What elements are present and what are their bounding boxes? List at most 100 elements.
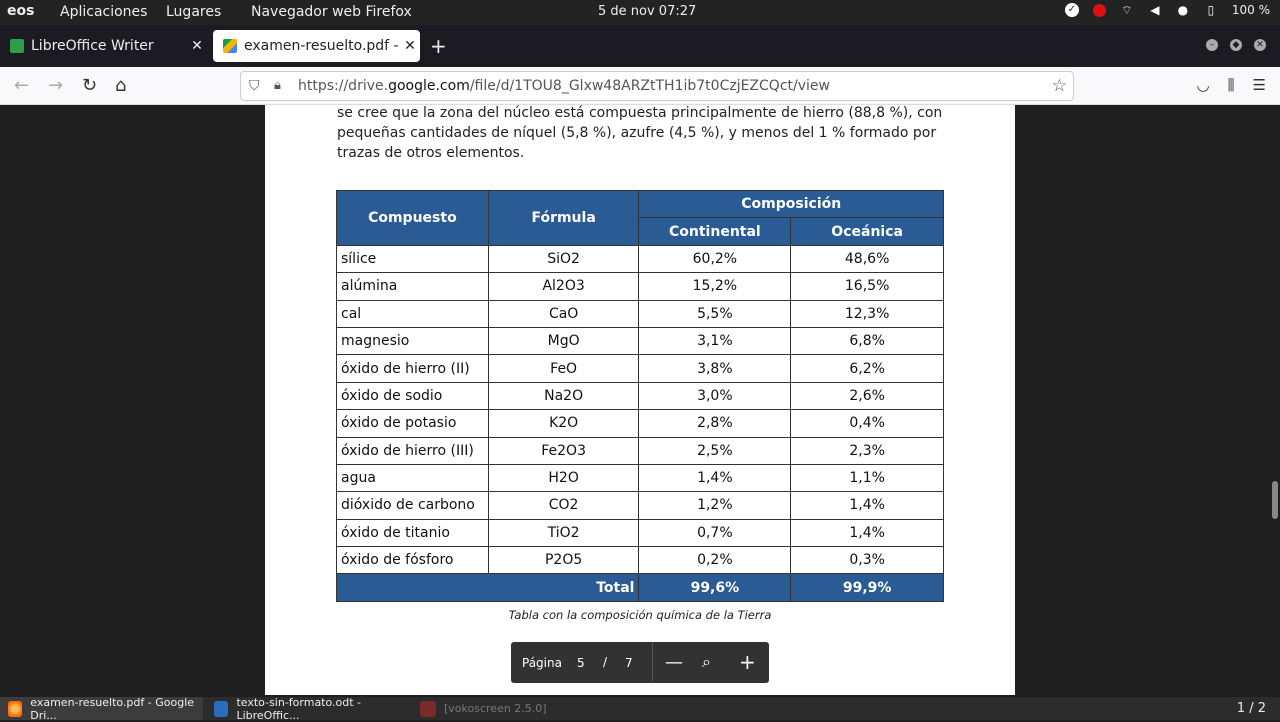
menu-firefox[interactable]: Navegador web Firefox <box>251 4 412 20</box>
wifi-icon[interactable]: ⌔ <box>1121 3 1133 17</box>
cell-continental: 2,8% <box>638 409 792 438</box>
vokoscreen-icon <box>420 700 436 717</box>
taskbar-item-firefox[interactable]: examen-resuelto.pdf - Google Dri... <box>0 696 203 722</box>
taskbar-item-libreoffice[interactable]: texto-sin-formato.odt - LibreOffic... <box>206 696 409 722</box>
lock-icon[interactable]: 🔒︎ <box>274 78 281 93</box>
taskbar-item-vokoscreen[interactable]: [vokoscreen 2.5.0] <box>412 697 615 720</box>
paragraph-line: se cree que la zona del núcleo está comp… <box>337 105 943 121</box>
zoom-icon[interactable]: ⌕ <box>702 652 711 671</box>
page-control: Página 5 / 7 — ⌕ + <box>511 642 769 683</box>
cell-formula: MgO <box>487 326 640 356</box>
scrollbar-thumb[interactable] <box>1272 481 1278 519</box>
shield-icon[interactable]: ⛉ <box>249 78 260 94</box>
maximize-icon[interactable]: ◆ <box>1230 39 1242 51</box>
paragraph-line: trazas de otros elementos. <box>337 145 525 161</box>
url-prefix: https://drive. <box>298 78 389 94</box>
reload-icon[interactable]: ↻ <box>82 75 98 96</box>
cell-oceanica: 16,5% <box>790 272 944 301</box>
cell-oceanica: 6,2% <box>790 354 944 383</box>
system-tray: ✓ ⌔ ◀ ● ▯ 100 % <box>1064 3 1270 17</box>
new-tab-button[interactable]: + <box>430 34 447 58</box>
cell-oceanica: 48,6% <box>790 244 944 274</box>
battery-level: 100 % <box>1231 3 1270 17</box>
page-total: 7 <box>625 656 633 670</box>
library-icon[interactable]: ⫼ <box>1227 76 1235 94</box>
bookmark-star-icon[interactable]: ☆ <box>1051 76 1067 96</box>
cell-formula: Al2O3 <box>487 272 640 301</box>
tab-title: examen-resuelto.pdf - Go <box>244 38 400 54</box>
workspace-indicator[interactable]: 1 / 2 <box>1236 701 1266 716</box>
table-row: alúmina Al2O3 15,2% 16,5% <box>336 272 944 301</box>
window-controls: – ◆ ✕ <box>1206 39 1266 51</box>
table-row: óxido de hierro (III) Fe2O3 2,5% 2,3% <box>336 436 944 465</box>
url-text[interactable]: https://drive.google.com/file/d/1TOU8_Gl… <box>298 78 830 94</box>
toolbar-right: ◡ ⫼ ☰ <box>1197 76 1266 94</box>
cell-formula: K2O <box>487 409 640 438</box>
table-row: óxido de sodio Na2O 3,0% 2,6% <box>336 381 944 411</box>
minimize-icon[interactable]: – <box>1206 39 1218 51</box>
battery-icon[interactable]: ▯ <box>1207 3 1215 17</box>
record-icon[interactable] <box>1092 3 1106 17</box>
table-caption: Tabla con la composición química de la T… <box>508 608 772 622</box>
menu-aplicaciones[interactable]: Aplicaciones <box>60 4 148 20</box>
pocket-icon[interactable]: ◡ <box>1196 76 1210 94</box>
clock[interactable]: 5 de nov 07:27 <box>598 4 697 19</box>
cell-continental: 5,5% <box>638 299 792 328</box>
home-icon[interactable]: ⌂ <box>115 75 127 96</box>
table-row: óxido de potasio K2O 2,8% 0,4% <box>336 409 944 438</box>
check-icon[interactable]: ✓ <box>1064 3 1079 17</box>
tab-examen-resuelto[interactable]: examen-resuelto.pdf - Go ✕ <box>213 30 420 62</box>
cell-oceanica: 1,4% <box>790 491 944 520</box>
cell-formula: Fe2O3 <box>487 436 640 465</box>
body-paragraph: se cree que la zona del núcleo está comp… <box>337 105 943 163</box>
google-drive-icon <box>223 39 237 53</box>
navigation-bar: ← → ↻ ⌂ ⛉ 🔒︎ https://drive.google.com/fi… <box>0 67 1280 105</box>
cell-formula: SiO2 <box>487 244 640 274</box>
pdf-viewer[interactable]: se cree que la zona del núcleo está comp… <box>0 105 1280 695</box>
table-row: agua H2O 1,4% 1,1% <box>336 463 944 493</box>
close-icon[interactable]: ✕ <box>191 38 203 54</box>
writer-icon <box>214 700 229 717</box>
hamburger-menu-icon[interactable]: ☰ <box>1252 76 1266 94</box>
table-row: sílice SiO2 60,2% 48,6% <box>336 244 944 274</box>
cell-oceanica: 1,1% <box>790 463 944 493</box>
forward-arrow-icon[interactable]: → <box>48 75 64 96</box>
close-icon[interactable]: ✕ <box>404 38 416 54</box>
zoom-in-button[interactable]: + <box>739 650 756 674</box>
url-domain: google.com <box>388 78 470 94</box>
back-arrow-icon[interactable]: ← <box>14 75 30 96</box>
total-label: Total <box>335 573 640 602</box>
cell-continental: 15,2% <box>638 272 792 301</box>
paragraph-line: pequeñas cantidades de níquel (5,8 %), a… <box>337 125 937 141</box>
menu-lugares[interactable]: Lugares <box>166 4 222 20</box>
header-composicion: Composición <box>638 189 944 219</box>
total-oceanica: 99,9% <box>790 573 944 602</box>
page-label: Página <box>522 656 562 670</box>
table-row: cal CaO 5,5% 12,3% <box>336 299 944 328</box>
tab-libreoffice-writer[interactable]: LibreOffice Writer ✕ <box>0 30 207 62</box>
tab-title: LibreOffice Writer <box>31 38 154 54</box>
url-bar[interactable]: ⛉ 🔒︎ https://drive.google.com/file/d/1TO… <box>240 71 1074 101</box>
table-row: magnesio MgO 3,1% 6,8% <box>336 326 944 356</box>
eos-logo[interactable]: eos <box>7 3 35 19</box>
pdf-page: se cree que la zona del núcleo está comp… <box>265 105 1015 695</box>
cell-formula: P2O5 <box>487 546 640 575</box>
cell-continental: 3,1% <box>638 326 792 356</box>
microphone-icon[interactable]: ● <box>1177 3 1189 17</box>
header-compuesto: Compuesto <box>336 190 489 246</box>
page-number-input[interactable]: 5 <box>577 656 585 670</box>
table-row: óxido de titanio TiO2 0,7% 1,4% <box>336 518 944 548</box>
zoom-out-button[interactable]: — <box>665 652 683 673</box>
page-separator: / <box>603 655 608 669</box>
close-window-icon[interactable]: ✕ <box>1254 39 1266 51</box>
divider <box>652 642 653 683</box>
cell-oceanica: 6,8% <box>790 326 944 356</box>
volume-icon[interactable]: ◀ <box>1150 3 1160 17</box>
cell-continental: 1,4% <box>638 463 792 493</box>
libreoffice-icon <box>10 39 24 53</box>
cell-compuesto: sílice <box>336 244 489 274</box>
cell-compuesto: óxido de potasio <box>336 409 489 438</box>
cell-compuesto: agua <box>336 463 489 493</box>
system-top-bar: eos Aplicaciones Lugares Navegador web F… <box>0 0 1280 25</box>
cell-compuesto: óxido de sodio <box>336 381 489 411</box>
